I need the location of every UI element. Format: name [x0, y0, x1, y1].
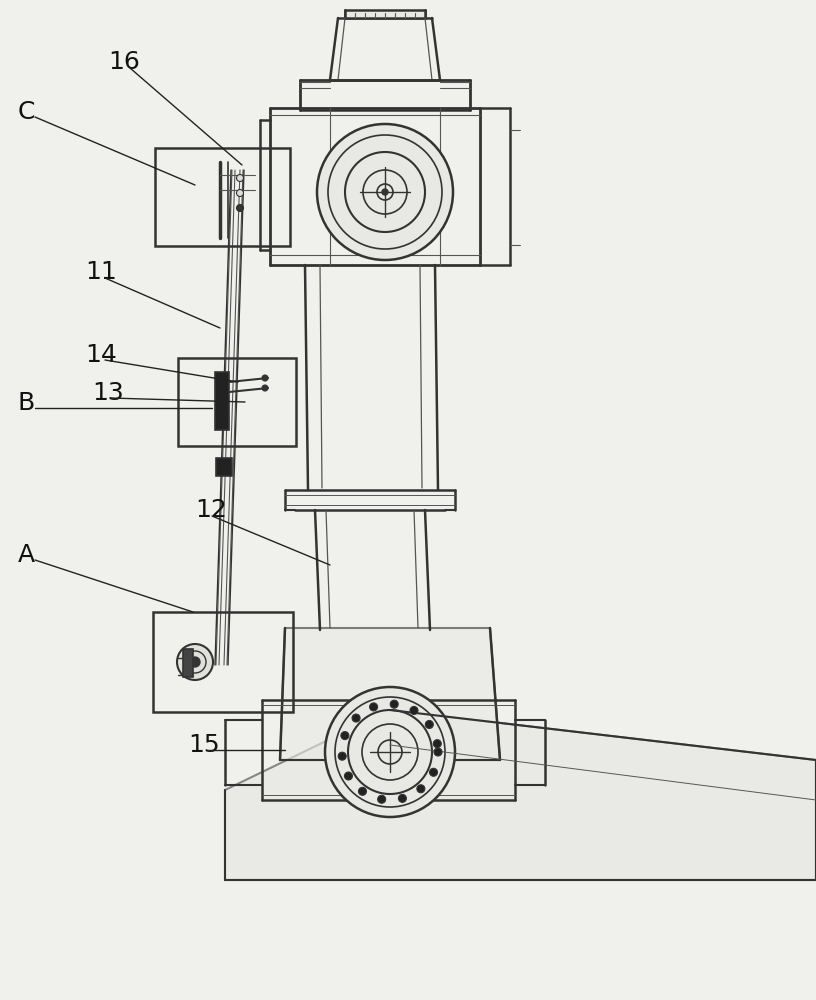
Bar	[178, 358, 296, 446]
Circle shape	[370, 703, 378, 711]
Circle shape	[262, 385, 268, 391]
Text: 14: 14	[85, 343, 117, 367]
Circle shape	[237, 174, 243, 182]
Bar	[216, 458, 232, 476]
Circle shape	[344, 772, 353, 780]
Circle shape	[390, 700, 398, 708]
Circle shape	[325, 687, 455, 817]
Circle shape	[429, 768, 437, 776]
Text: 12: 12	[195, 498, 227, 522]
Circle shape	[338, 752, 346, 760]
Text: A: A	[18, 543, 35, 567]
Bar	[155, 148, 290, 246]
Polygon shape	[280, 628, 500, 760]
Circle shape	[382, 189, 388, 195]
Bar	[183, 649, 193, 677]
Bar	[215, 372, 229, 430]
Circle shape	[352, 714, 360, 722]
Circle shape	[417, 785, 425, 793]
Text: 16: 16	[108, 50, 140, 74]
Circle shape	[434, 748, 442, 756]
Circle shape	[425, 720, 433, 728]
Circle shape	[237, 205, 243, 212]
Text: B: B	[18, 391, 35, 415]
Circle shape	[317, 124, 453, 260]
Text: 15: 15	[188, 733, 220, 757]
Text: 13: 13	[92, 381, 124, 405]
Polygon shape	[225, 710, 816, 880]
Circle shape	[433, 740, 441, 748]
Bar	[345, 10, 425, 18]
Circle shape	[410, 706, 418, 714]
Circle shape	[262, 375, 268, 381]
Bar	[153, 612, 293, 712]
Text: 11: 11	[85, 260, 117, 284]
Circle shape	[177, 644, 213, 680]
Circle shape	[378, 795, 386, 803]
Circle shape	[358, 787, 366, 795]
Circle shape	[341, 732, 349, 740]
Circle shape	[190, 657, 200, 667]
Text: C: C	[18, 100, 35, 124]
Circle shape	[398, 794, 406, 802]
Circle shape	[237, 190, 243, 196]
